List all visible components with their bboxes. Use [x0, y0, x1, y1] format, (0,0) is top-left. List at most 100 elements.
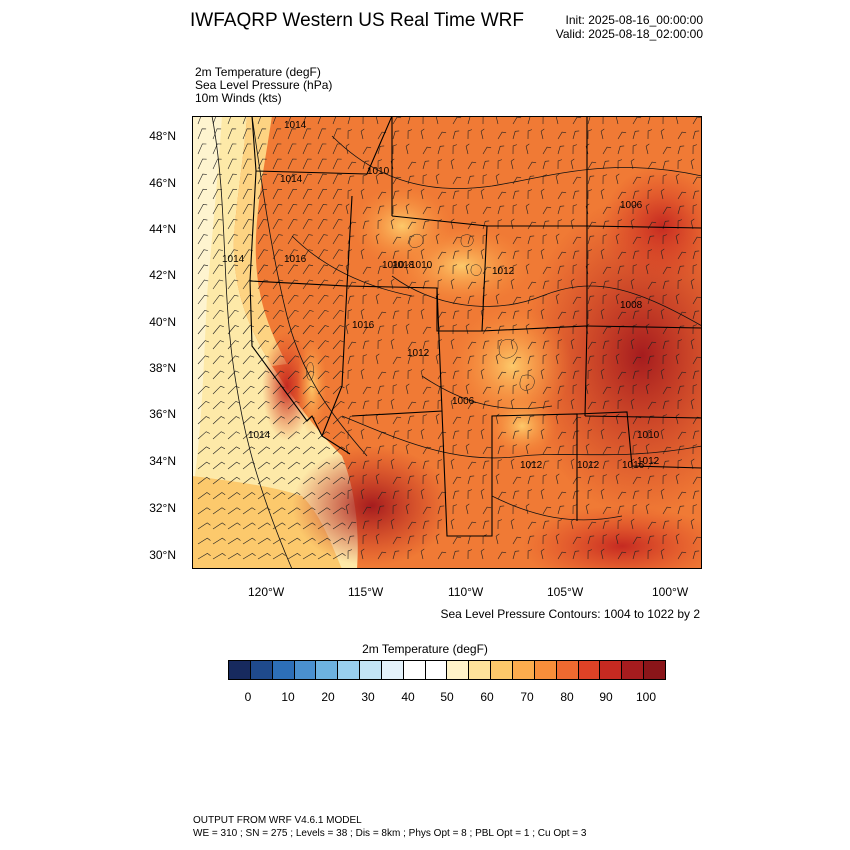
colorbar-swatch	[229, 661, 251, 679]
lat-label: 48°N	[149, 129, 176, 143]
pressure-label: 1014	[284, 120, 307, 131]
colorbar-swatch	[250, 661, 273, 679]
colorbar-swatch	[556, 661, 579, 679]
pressure-label: 1016	[622, 460, 645, 471]
lat-label: 44°N	[149, 222, 176, 236]
lat-label: 42°N	[149, 268, 176, 282]
pressure-label: 1018	[392, 260, 415, 271]
colorbar-swatch	[338, 661, 361, 679]
colorbar-swatch	[600, 661, 623, 679]
pressure-label: 1012	[407, 348, 430, 359]
svg-text:1016: 1016	[622, 460, 645, 471]
colorbar-swatch	[644, 661, 665, 679]
temperature-map: 1014 1014 1014 1016 1010 1010 1006 1008 1016 1010…	[192, 116, 702, 569]
init-time: Init: 2025-08-16_00:00:00	[565, 13, 703, 27]
svg-text:1014: 1014	[280, 174, 303, 185]
san-juan-mountains	[487, 396, 557, 456]
svg-text:1012: 1012	[407, 348, 430, 359]
svg-text:1012: 1012	[577, 460, 600, 471]
colorbar-tick: 100	[635, 690, 657, 704]
contour-note: Sea Level Pressure Contours: 1004 to 102…	[440, 607, 701, 621]
chart-title: IWFAQRP Western US Real Time WRF	[190, 10, 524, 31]
pressure-label: 1014	[248, 430, 271, 441]
svg-text:1010: 1010	[637, 430, 660, 441]
pressure-label: 1012	[637, 456, 660, 467]
footer-config: WE = 310 ; SN = 275 ; Levels = 38 ; Dis …	[193, 828, 587, 839]
colorbar-tick: 80	[560, 690, 574, 704]
colorbar-tick: 90	[599, 690, 613, 704]
pressure-label: 1010	[367, 166, 390, 177]
svg-text:1006: 1006	[620, 200, 643, 211]
svg-text:1006: 1006	[452, 396, 475, 407]
colorbar-swatch	[360, 661, 382, 679]
lon-label: 115°W	[348, 585, 384, 599]
lon-label: 110°W	[448, 585, 484, 599]
colorbar-tick: 30	[361, 690, 375, 704]
field-label-pressure: Sea Level Pressure (hPa)	[195, 78, 333, 92]
colorbar-tick: 20	[321, 690, 335, 704]
pressure-label: 1016	[352, 320, 375, 331]
lon-label: 100°W	[652, 585, 689, 599]
lat-label: 46°N	[149, 176, 176, 190]
colorbar	[228, 660, 666, 680]
pressure-label: 1010	[410, 260, 433, 271]
colorbar-tick: 70	[520, 690, 534, 704]
pressure-label: 1008	[620, 300, 643, 311]
colorbar-swatch	[534, 661, 557, 679]
pressure-label: 1016	[284, 254, 307, 265]
texas-warm	[522, 506, 702, 569]
colorbar-tick: 10	[281, 690, 295, 704]
svg-text:1014: 1014	[248, 430, 271, 441]
sierra-nevada	[297, 336, 327, 436]
lon-label: 120°W	[248, 585, 285, 599]
pressure-contours	[211, 116, 702, 569]
colorbar-title: 2m Temperature (degF)	[362, 642, 488, 656]
pressure-label: 1012	[577, 460, 600, 471]
lat-label: 40°N	[149, 315, 176, 329]
map-panel: 1014 1014 1014 1016 1010 1010 1006 1008 1016 1010…	[192, 116, 702, 569]
northern-rockies	[352, 186, 452, 266]
pressure-labels: 1014 1014 1014 1016 1010 1010 1006 1008 1016 1010…	[222, 120, 660, 471]
colorbar-swatch	[403, 661, 426, 679]
lat-label: 30°N	[149, 548, 176, 562]
colorbar-tick: 60	[480, 690, 494, 704]
svg-text:1010: 1010	[410, 260, 433, 271]
svg-text:1008: 1008	[620, 300, 643, 311]
valid-time: Valid: 2025-08-18_02:00:00	[555, 27, 703, 41]
wind-barbs	[197, 116, 702, 560]
pressure-label: 1012	[492, 266, 515, 277]
colorbar-swatch	[272, 661, 295, 679]
pressure-label: 1012	[520, 460, 543, 471]
colorbar-swatch	[447, 661, 470, 679]
state-boundaries	[249, 116, 702, 537]
pacific-ocean	[192, 116, 358, 569]
svg-text:1012: 1012	[520, 460, 543, 471]
pressure-label: 1006	[620, 200, 643, 211]
svg-text:1010: 1010	[382, 260, 405, 271]
colorbar-tick: 0	[244, 690, 252, 704]
colorbar-swatch	[469, 661, 492, 679]
colorbar-swatch	[294, 661, 317, 679]
lat-label: 36°N	[149, 407, 176, 421]
footer-model: OUTPUT FROM WRF V4.6.1 MODEL	[193, 815, 362, 826]
svg-text:1010: 1010	[367, 166, 390, 177]
lat-label: 38°N	[149, 361, 176, 375]
svg-text:1016: 1016	[352, 320, 375, 331]
colorbar-tick: 40	[401, 690, 415, 704]
svg-text:1018: 1018	[392, 260, 415, 271]
pressure-label: 1010	[382, 260, 405, 271]
field-label-winds: 10m Winds (kts)	[195, 91, 282, 105]
colorbar-swatch	[316, 661, 339, 679]
coastal-strip	[233, 116, 287, 366]
svg-text:1014: 1014	[284, 120, 307, 131]
lat-label: 34°N	[149, 454, 176, 468]
svg-text:1012: 1012	[492, 266, 515, 277]
field-label-temperature: 2m Temperature (degF)	[195, 65, 321, 79]
svg-text:1016: 1016	[284, 254, 307, 265]
map-border	[192, 116, 702, 569]
lon-label: 105°W	[547, 585, 584, 599]
desert-hot-core	[292, 446, 452, 566]
colorbar-swatch	[578, 661, 601, 679]
pressure-label: 1014	[222, 254, 245, 265]
colorbar-swatch	[491, 661, 513, 679]
